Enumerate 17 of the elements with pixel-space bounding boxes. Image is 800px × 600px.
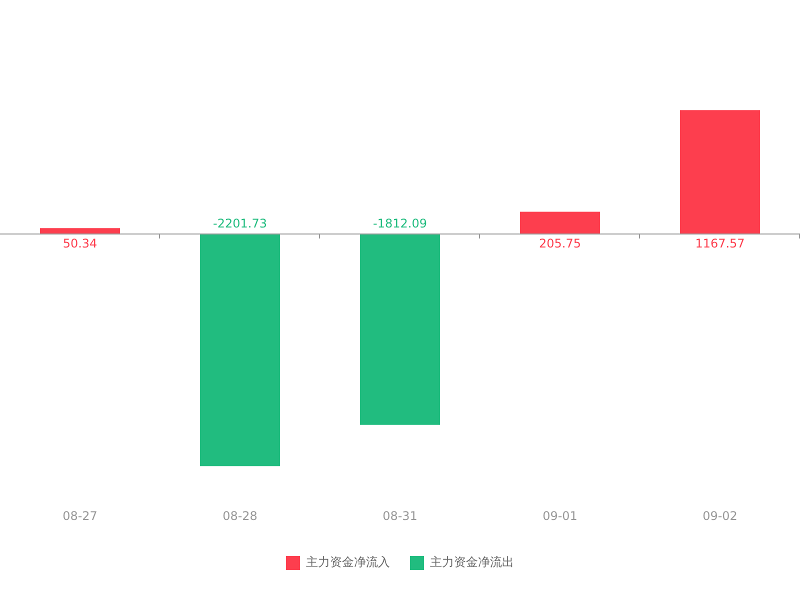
x-tick-label: 08-27 — [62, 508, 98, 523]
x-tick-label: 09-01 — [542, 508, 578, 523]
bar — [200, 233, 280, 466]
x-tick-label: 08-31 — [382, 508, 418, 523]
data-label: 50.34 — [62, 236, 98, 251]
bar — [520, 212, 600, 234]
data-label: -2201.73 — [213, 216, 267, 231]
data-label: -1812.09 — [373, 216, 427, 231]
bar — [40, 228, 120, 234]
bar — [680, 110, 760, 234]
x-tick-label: 09-02 — [702, 508, 738, 523]
bar — [360, 233, 440, 425]
legend-label: 主力资金净流出 — [430, 555, 514, 570]
data-label: 205.75 — [539, 236, 581, 251]
data-label: 1167.57 — [695, 236, 745, 251]
legend-label: 主力资金净流入 — [306, 555, 390, 570]
x-tick-label: 08-28 — [222, 508, 258, 523]
